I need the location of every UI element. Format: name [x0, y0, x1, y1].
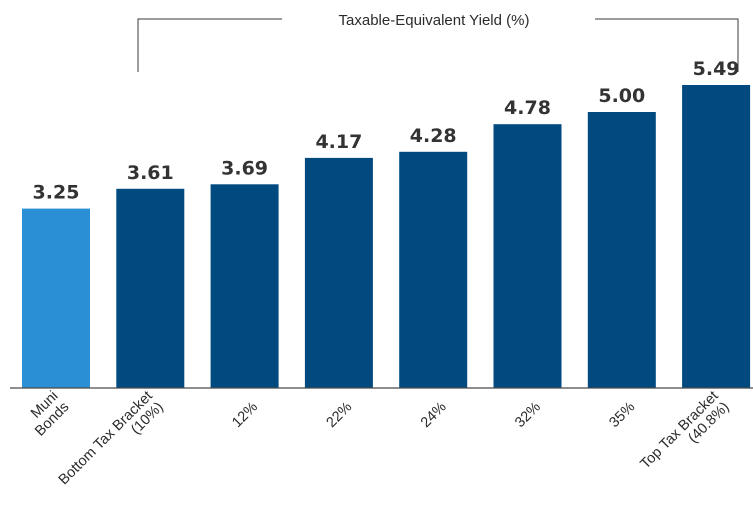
value-label-2: 3.69 — [221, 157, 268, 179]
chart-title: Taxable-Equivalent Yield (%) — [339, 12, 530, 29]
x-tick-label-0: MuniBonds — [21, 388, 72, 439]
value-label-0: 3.25 — [33, 182, 80, 204]
value-label-1: 3.61 — [127, 162, 174, 184]
bar-3 — [304, 157, 373, 388]
value-label-7: 5.49 — [693, 58, 740, 80]
value-label-3: 4.17 — [315, 131, 362, 153]
title-bracket-left — [137, 18, 282, 72]
bar-1 — [116, 188, 185, 388]
x-tick-label-5: 32% — [512, 399, 544, 431]
x-tick-label-2: 12% — [229, 399, 261, 431]
bar-7 — [682, 85, 751, 388]
value-label-5: 4.78 — [504, 97, 551, 119]
value-label-6: 5.00 — [598, 85, 645, 107]
bar-4 — [399, 151, 468, 388]
x-tick-label-3: 22% — [324, 399, 356, 431]
value-labels-group: 3.25 3.61 3.69 4.17 4.28 4.78 5.00 5.49 — [33, 58, 740, 204]
title-bracket-right — [595, 18, 739, 72]
bar-2 — [210, 184, 279, 388]
x-tick-label-6: 35% — [606, 399, 638, 431]
bars-group — [22, 85, 751, 388]
bar-6 — [587, 112, 656, 388]
x-tick-label-1: Bottom Tax Bracket(10%) — [56, 388, 167, 499]
bar-5 — [493, 124, 562, 388]
x-tick-label-7: Top Tax Bracket(40.8%) — [638, 388, 733, 483]
x-tick-label-4: 24% — [418, 399, 450, 431]
bar-0 — [22, 208, 90, 388]
value-label-4: 4.28 — [410, 125, 457, 147]
